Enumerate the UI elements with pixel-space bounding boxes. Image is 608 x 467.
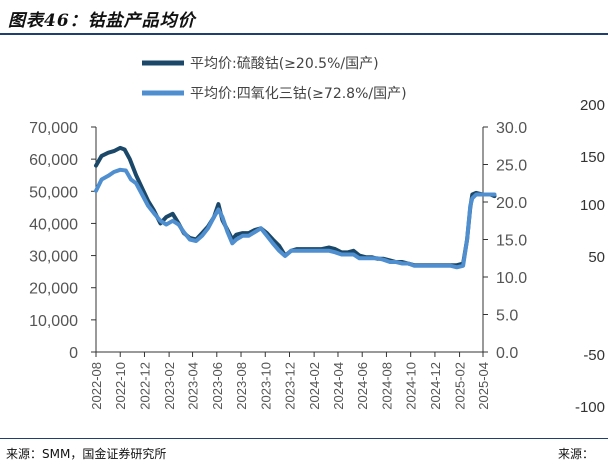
x-tick-label: 2022-12 — [137, 362, 152, 410]
top-rule — [0, 33, 608, 35]
neighbor-axis-tick-label: 150 — [580, 149, 605, 166]
x-tick-label: 2024-10 — [404, 362, 419, 410]
left-tick-label: 60,000 — [29, 152, 78, 169]
left-tick-label: 50,000 — [29, 184, 78, 201]
bottom-rule — [0, 438, 608, 439]
right-tick-label: 25.0 — [496, 158, 527, 175]
left-tick-label: 20,000 — [29, 281, 78, 298]
x-tick-label: 2024-12 — [428, 362, 443, 410]
left-tick-label: 70,000 — [29, 120, 78, 137]
neighbor-axis-tick-label: 100 — [580, 197, 605, 214]
x-tick-label: 2023-12 — [283, 362, 298, 410]
neighbor-axis-tick-label: -100 — [575, 399, 605, 416]
right-tick-label: 15.0 — [496, 233, 527, 250]
right-tick-label: 0.0 — [496, 345, 518, 362]
chart-canvas: 0 10,000 20,000 30,000 40,000 50,000 60,000 70,… — [29, 56, 605, 416]
chart-title: 图表46：钴盐产品均价 — [8, 11, 196, 31]
legend-label-cobalt-sulfate: 平均价:硫酸钴(≥20.5%/国产) — [190, 56, 379, 72]
x-tick-label: 2025-02 — [453, 362, 468, 410]
x-tick-label: 2024-08 — [379, 362, 394, 410]
left-tick-label: 30,000 — [29, 249, 78, 266]
right-tick-label: 20.0 — [496, 195, 527, 212]
x-tick-label: 2022-08 — [89, 362, 104, 410]
left-tick-label: 40,000 — [29, 216, 78, 233]
left-tick-label: 0 — [69, 345, 78, 362]
right-tick-label: 5.0 — [496, 308, 518, 325]
right-tick-label: 30.0 — [496, 120, 527, 137]
x-tick-label: 2023-10 — [258, 362, 273, 410]
x-tick-label: 2023-02 — [162, 362, 177, 410]
neighbor-axis-tick-label: 200 — [580, 97, 605, 114]
x-tick-label: 2023-08 — [234, 362, 249, 410]
neighbor-axis-tick-label: 50 — [588, 249, 605, 266]
x-tick-label: 2022-10 — [113, 362, 128, 410]
x-tick-label: 2024-02 — [307, 362, 322, 410]
right-tick-label: 10.0 — [496, 270, 527, 287]
neighbor-axis-tick-label: -50 — [583, 347, 605, 364]
x-tick-label: 2024-06 — [355, 362, 370, 410]
left-tick-label: 10,000 — [29, 313, 78, 330]
x-tick-label: 2023-06 — [210, 362, 225, 410]
series-line-cobalt-sulfate — [94, 145, 497, 268]
source-note: 来源：SMM，国金证券研究所 — [6, 447, 167, 461]
legend-label-cobalt-tetroxide: 平均价:四氧化三钴(≥72.8%/国产) — [190, 86, 407, 102]
source-note-right: 来源： — [558, 447, 595, 461]
x-tick-label: 2023-04 — [186, 362, 201, 410]
x-tick-label: 2024-04 — [331, 362, 346, 410]
series-line-cobalt-tetroxide — [94, 167, 497, 270]
x-tick-label: 2025-04 — [476, 362, 491, 410]
